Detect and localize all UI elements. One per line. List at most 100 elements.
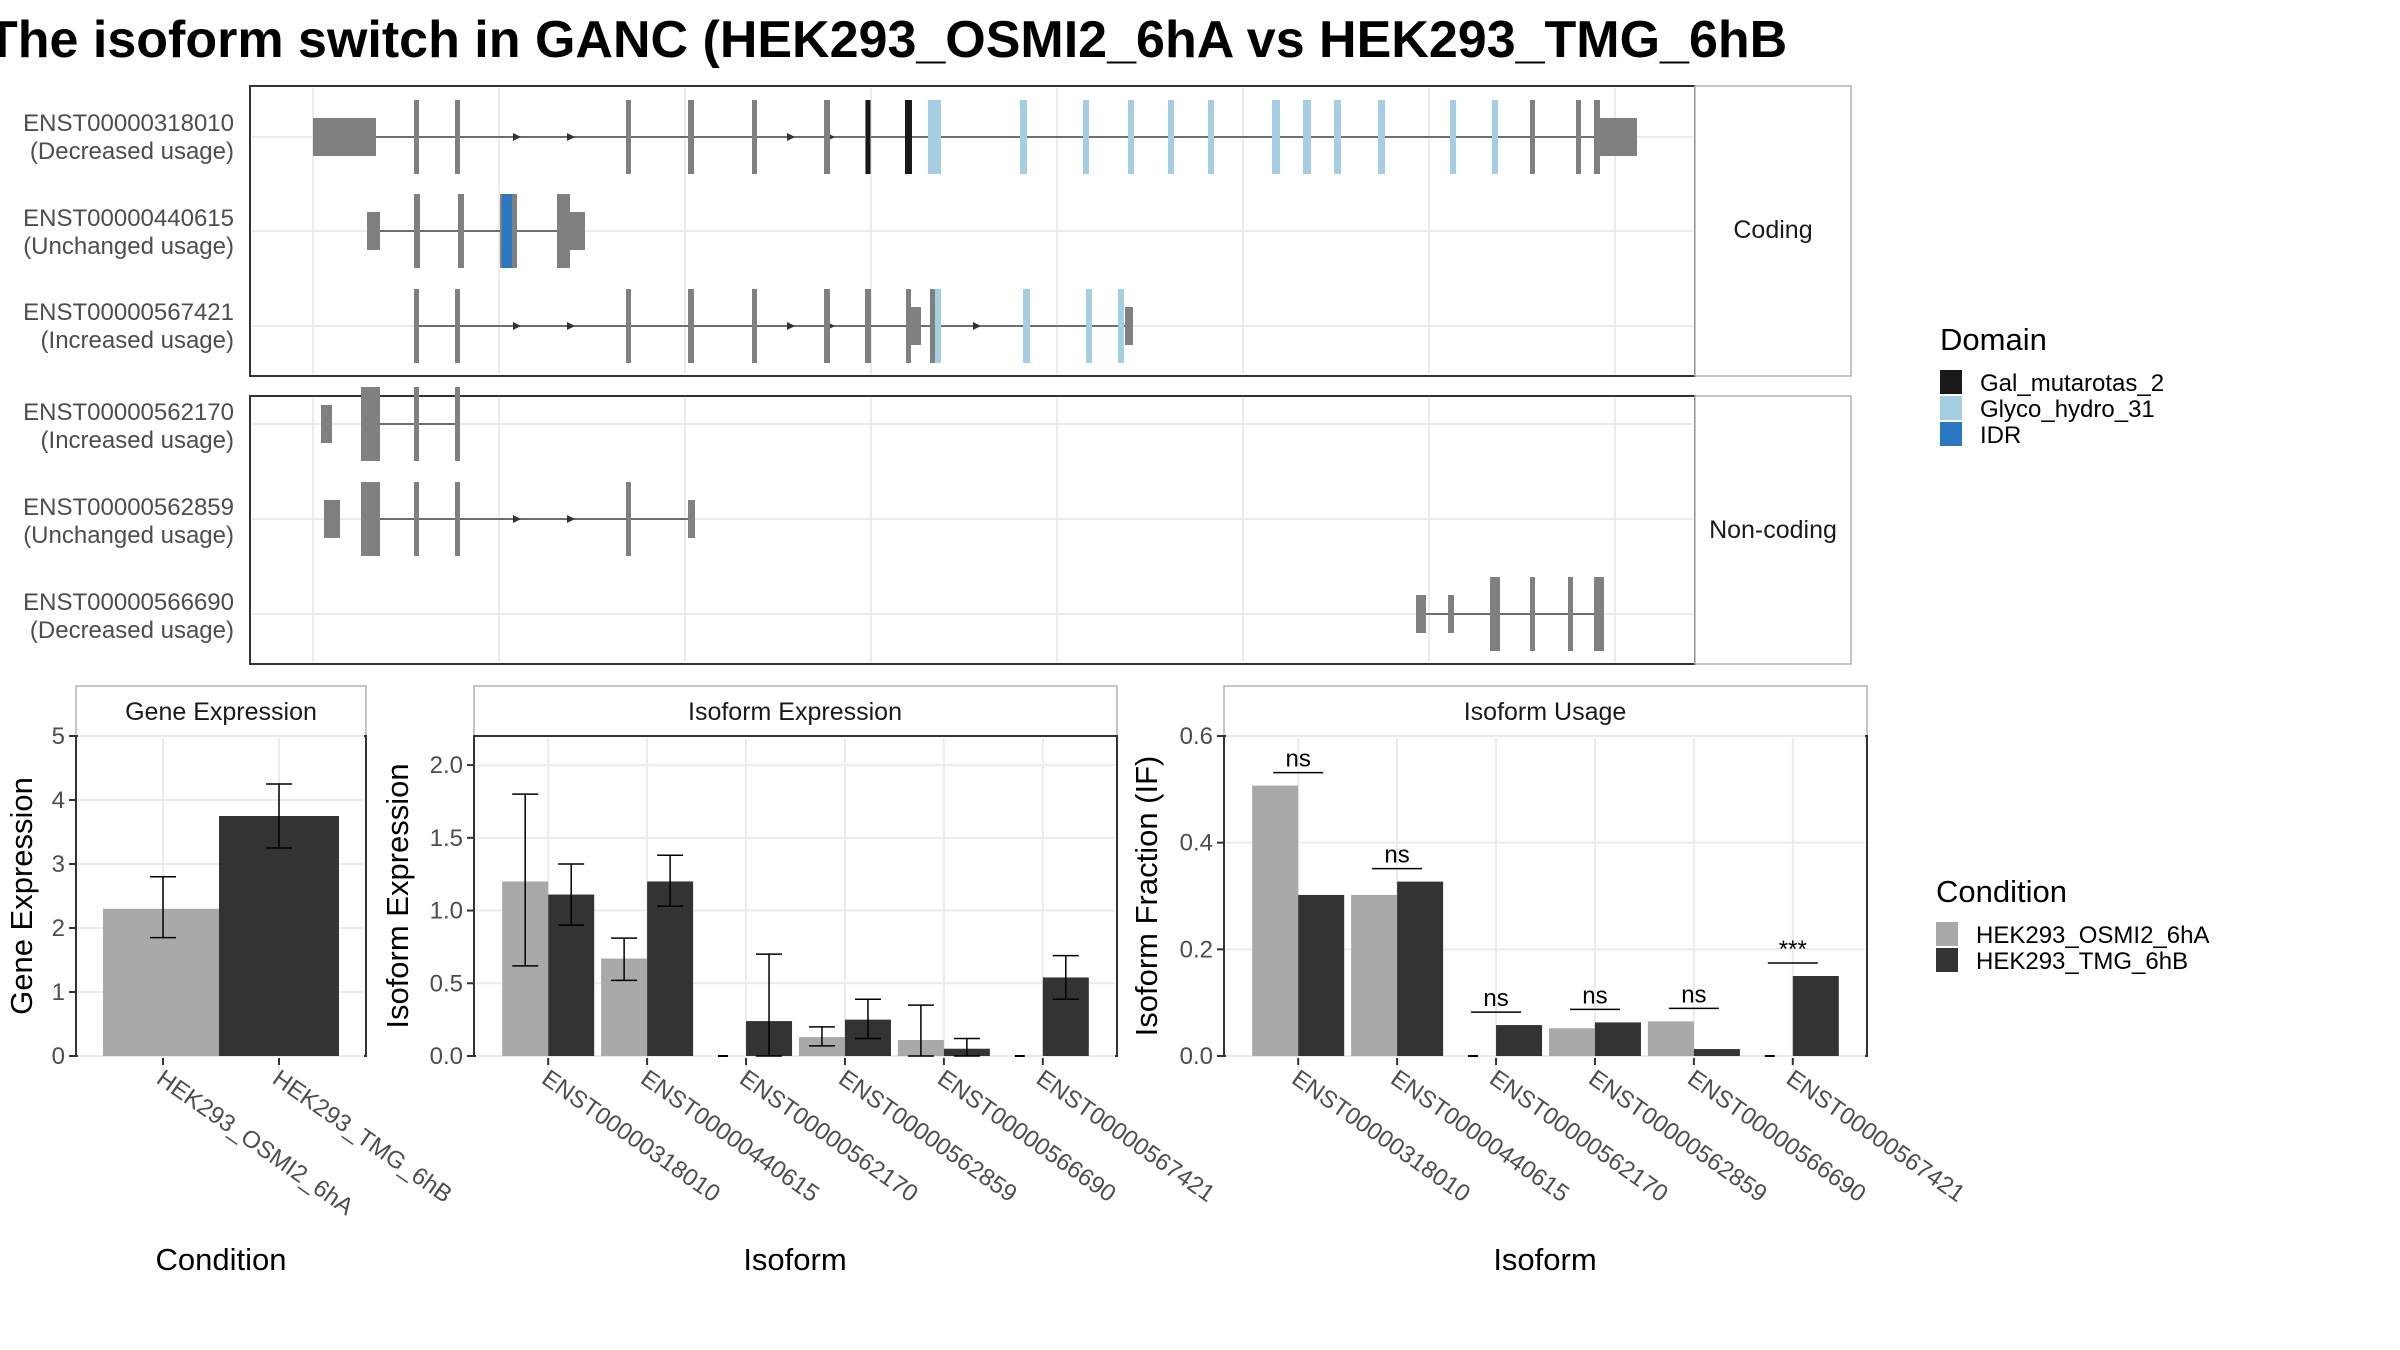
y-tick-label: 3 — [52, 851, 65, 878]
exon — [455, 387, 460, 461]
transcript-label-id: ENST00000567421 — [23, 299, 234, 326]
domain-region — [1118, 289, 1124, 363]
noncoding-strip-label: Non-coding — [1709, 516, 1837, 544]
exon — [1568, 577, 1573, 651]
legend-key-condition-a — [1936, 922, 1958, 946]
exon — [570, 212, 585, 250]
exon — [361, 387, 380, 461]
bar — [647, 881, 694, 1056]
bar — [1594, 1022, 1641, 1056]
domain-region — [1334, 100, 1341, 174]
exon — [1530, 577, 1535, 651]
x-tick-label: ENST00000567421 — [1031, 1065, 1219, 1208]
y-tick-label: 0 — [52, 1043, 65, 1070]
y-tick-label: 2 — [52, 915, 65, 942]
condition-legend-title: Condition — [1936, 874, 2067, 909]
exon — [626, 482, 631, 556]
transcript-label-usage: (Unchanged usage) — [23, 522, 234, 549]
x-tick-label: ENST00000440615 — [1386, 1065, 1574, 1208]
transcript-label-id: ENST00000318010 — [23, 110, 234, 137]
isoform-usage-y-ticks: 0.0 0.2 0.4 0.6 — [1180, 723, 1224, 1070]
isoform-expression-y-ticks: 0.0 0.5 1.0 1.5 2.0 — [430, 752, 474, 1070]
exon — [313, 118, 376, 156]
transcript-labels: ENST00000318010 (Decreased usage) ENST00… — [23, 110, 234, 644]
transcript-models — [313, 100, 1637, 651]
strand-arrow — [567, 515, 575, 523]
noncoding-panel: Non-coding — [249, 395, 1852, 665]
figure-title: The isoform switch in GANC (HEK293_OSMI2… — [0, 11, 1788, 69]
transcript-label-id: ENST00000566690 — [23, 589, 234, 616]
domain-legend: Domain Gal_mutarotas_2 Glyco_hydro_31 ID… — [1940, 322, 2164, 449]
x-tick-label: ENST00000318010 — [537, 1065, 725, 1208]
legend-label-idr: IDR — [1980, 422, 2021, 449]
legend-label-condition-a: HEK293_OSMI2_6hA — [1976, 922, 2209, 949]
isoform-expression-strip — [473, 685, 1118, 737]
isoform-expression-xlabel: Isoform — [743, 1242, 846, 1277]
y-tick-label: 0.0 — [1180, 1043, 1213, 1070]
x-tick-label: ENST00000566690 — [932, 1065, 1120, 1208]
exon — [414, 387, 419, 461]
isoform-usage-panel: Isoform Usage ns ns ns ns ns *** 0.0 0.2 0.4 0.6… — [1129, 685, 1970, 1277]
x-tick-label: ENST00000318010 — [1287, 1065, 1475, 1208]
x-tick-label: HEK293_OSMI2_6hA — [152, 1065, 359, 1221]
bar — [1647, 1021, 1694, 1056]
strand-arrow — [973, 322, 981, 330]
isoform-expression-panel: Isoform Expression 0.0 0.5 1.0 1.5 2.0 ENST0… — [380, 685, 1220, 1277]
legend-key-gal-mutarotas — [1940, 370, 1962, 394]
coding-strip-label: Coding — [1733, 216, 1812, 244]
x-tick-label: ENST00000567421 — [1781, 1065, 1969, 1208]
exon — [455, 100, 460, 174]
exon — [626, 289, 631, 363]
strand-arrow — [787, 133, 795, 141]
legend-label-glyco-hydro: Glyco_hydro_31 — [1980, 396, 2155, 423]
strand-arrow — [513, 322, 521, 330]
y-tick-label: 0.0 — [430, 1043, 463, 1070]
strand-arrow — [567, 133, 575, 141]
gene-expression-bars — [103, 783, 339, 1056]
domain-region — [1168, 100, 1174, 174]
gene-expression-ylabel: Gene Expression — [4, 777, 39, 1015]
bar — [1298, 894, 1345, 1056]
bar — [1693, 1049, 1740, 1056]
noncoding-panel-frame — [249, 395, 1696, 665]
exon — [911, 307, 921, 345]
transcript-label-id: ENST00000440615 — [23, 205, 234, 232]
exon — [414, 289, 419, 363]
gene-expression-title: Gene Expression — [125, 698, 317, 726]
bar — [219, 816, 339, 1056]
exon — [906, 289, 911, 363]
isoform-usage-ylabel: Isoform Fraction (IF) — [1129, 756, 1164, 1037]
isoform-expression-gridlines — [476, 738, 1115, 1074]
domain-region — [1020, 100, 1027, 174]
y-tick-label: 0.2 — [1180, 936, 1213, 963]
exon — [1125, 307, 1133, 345]
transcript-label-id: ENST00000562859 — [23, 494, 234, 521]
bar — [1792, 976, 1839, 1056]
exon — [1448, 595, 1454, 633]
isoform-usage-xlabel: Isoform — [1493, 1242, 1596, 1277]
x-tick-label: ENST00000440615 — [636, 1065, 824, 1208]
exon — [321, 405, 332, 443]
legend-key-glyco-hydro — [1940, 396, 1962, 420]
x-tick-label: ENST00000562170 — [735, 1065, 923, 1208]
y-tick-label: 2.0 — [430, 752, 463, 779]
exon — [361, 482, 380, 556]
domain-region — [502, 194, 512, 268]
domain-region — [1128, 100, 1134, 174]
domain-region — [866, 100, 870, 174]
exon — [324, 500, 340, 538]
transcript-label-usage: (Unchanged usage) — [23, 233, 234, 260]
exon — [414, 194, 420, 268]
bar — [1252, 785, 1299, 1056]
exon — [824, 289, 830, 363]
significance-label: ns — [1384, 842, 1409, 869]
exon — [688, 100, 694, 174]
y-tick-label: 0.6 — [1180, 723, 1213, 750]
y-tick-label: 5 — [52, 723, 65, 750]
exon — [1594, 577, 1599, 651]
legend-key-condition-b — [1936, 948, 1958, 972]
y-tick-label: 1.5 — [430, 825, 463, 852]
domain-region — [928, 100, 941, 174]
significance-label: ns — [1483, 985, 1508, 1012]
